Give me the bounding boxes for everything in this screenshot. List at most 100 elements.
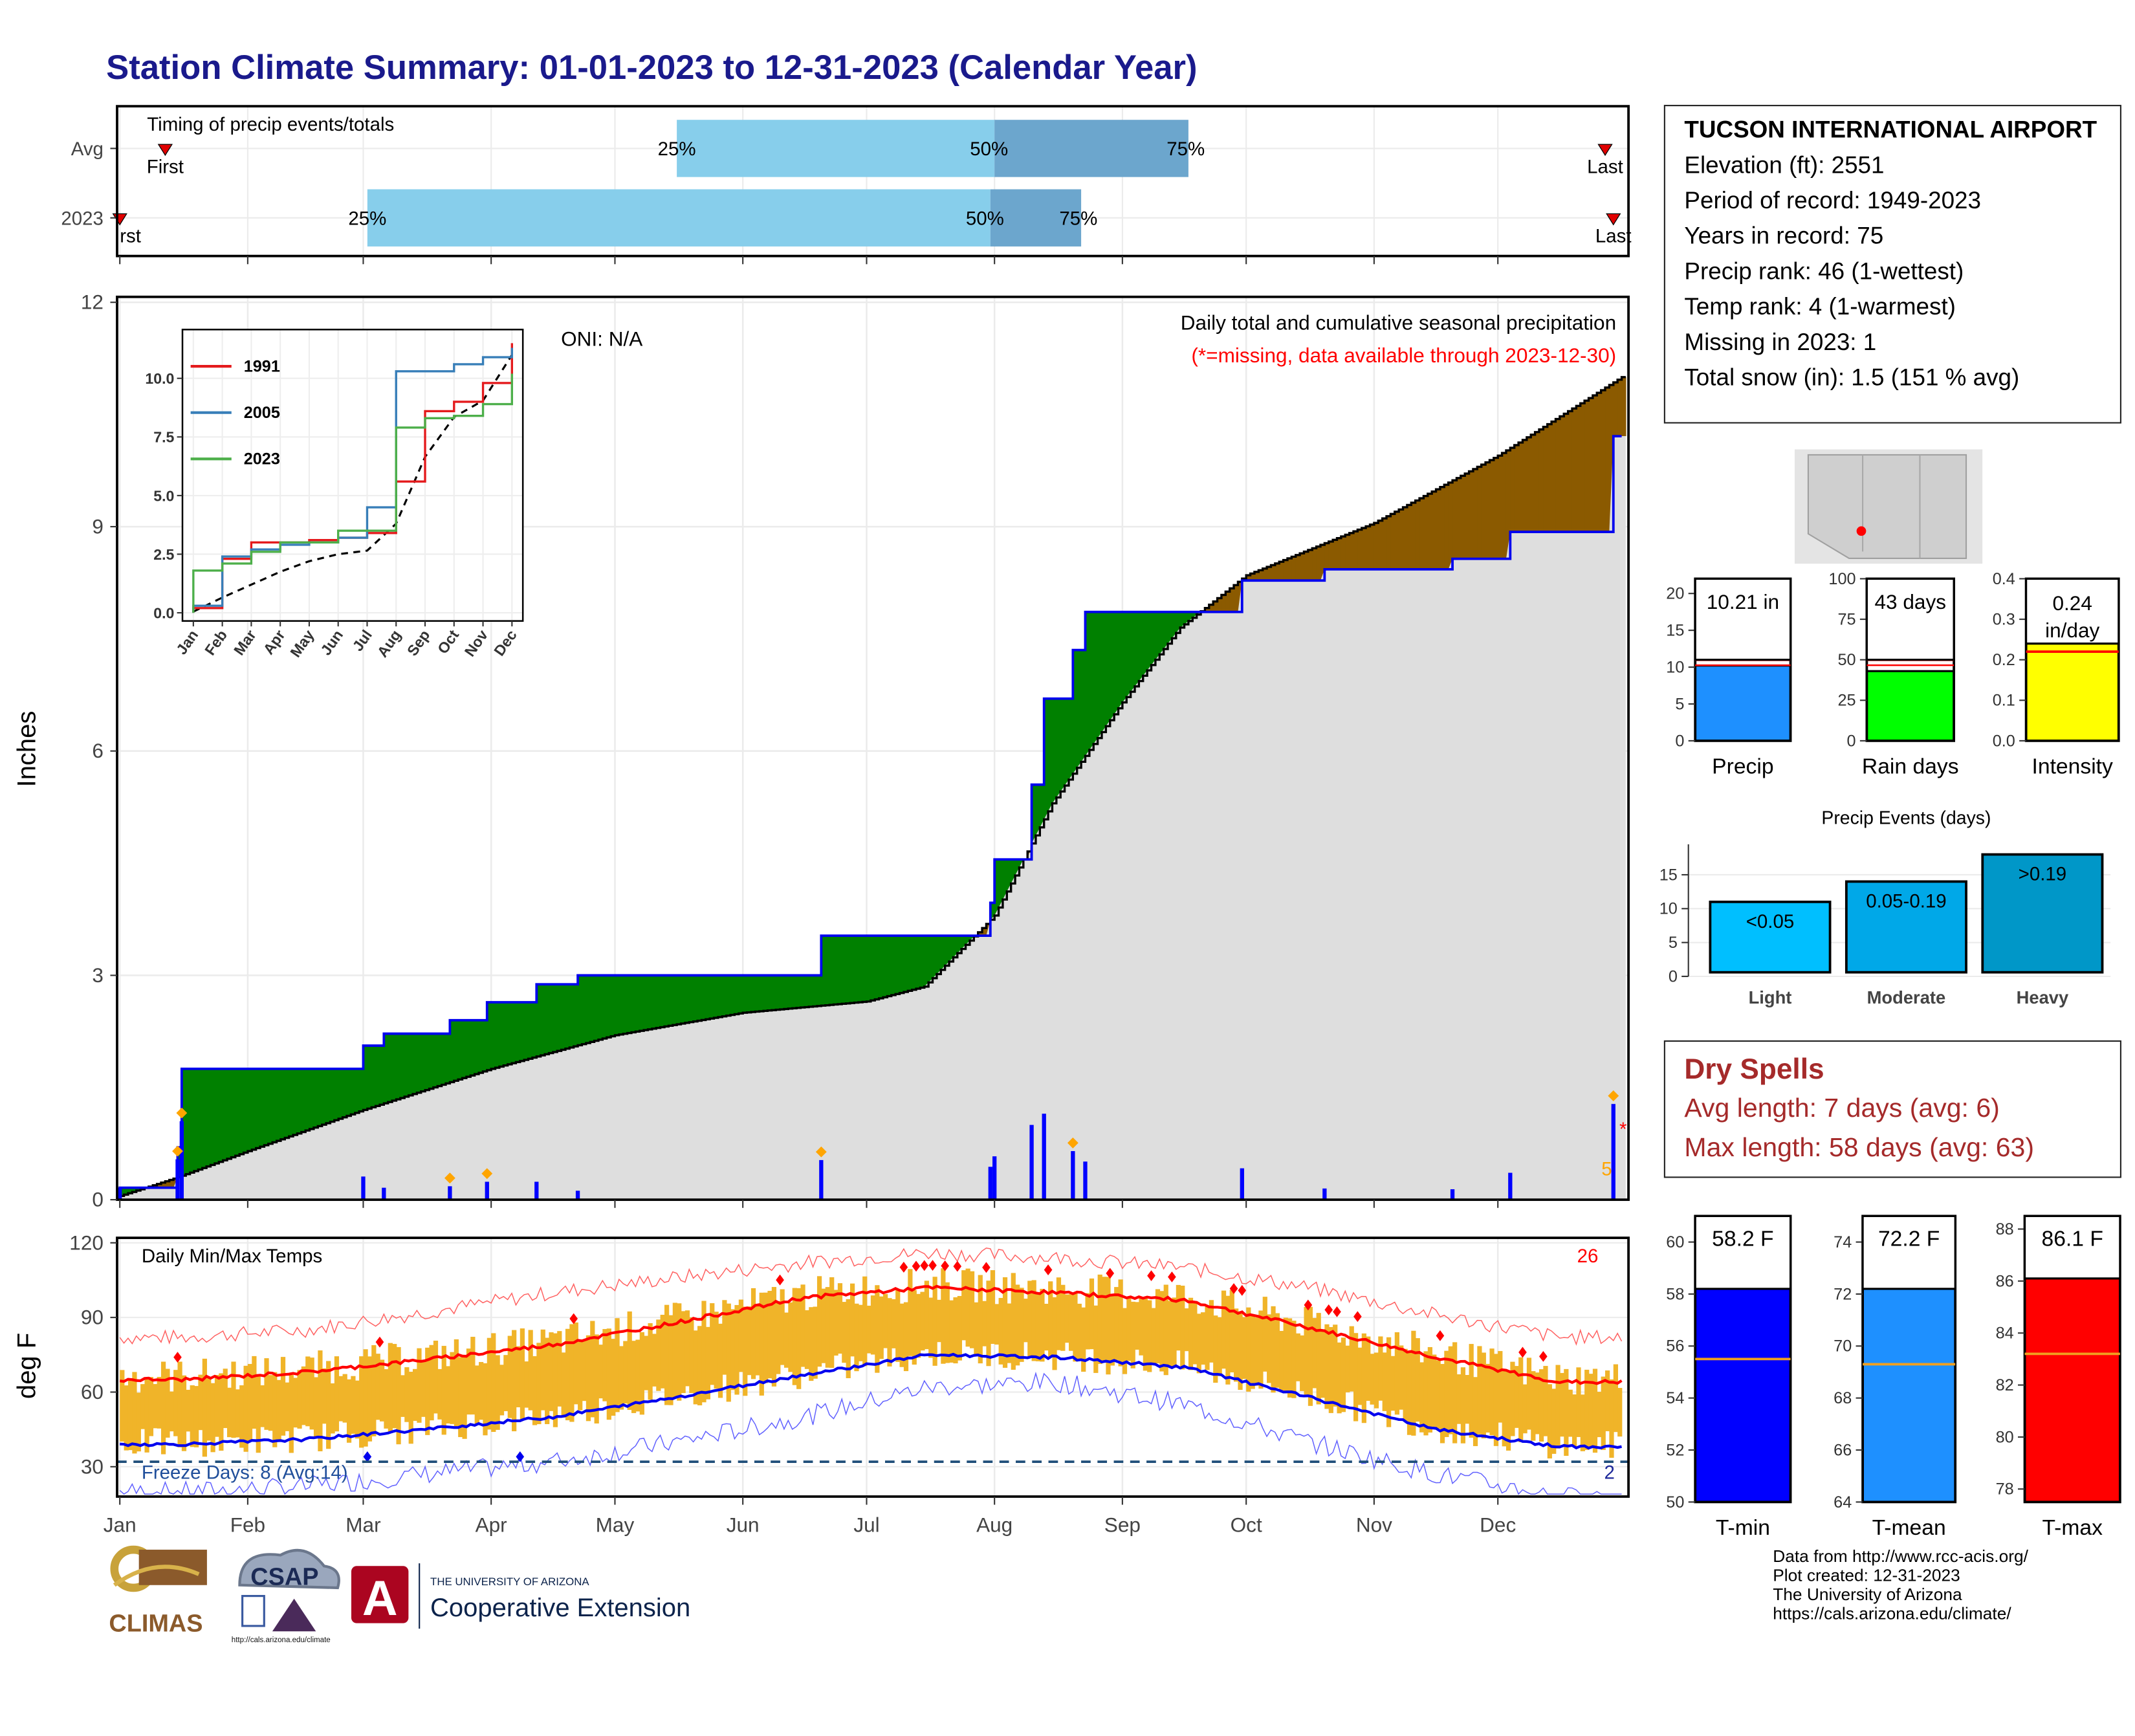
missing-text: Missing in 2023: 1: [1684, 324, 2101, 360]
dry-deficit-fill: [1576, 406, 1581, 532]
dry-deficit-fill: [1502, 453, 1507, 559]
gauge-value-bar: [1867, 671, 1954, 741]
daily-temp-bar: [1522, 1385, 1527, 1434]
wet-surplus-fill: [466, 1020, 471, 1077]
dry-deficit-fill: [1617, 380, 1622, 436]
daily-temp-bar: [829, 1277, 834, 1368]
dry-deficit-fill: [1522, 440, 1527, 532]
daily-temp-bar: [128, 1381, 133, 1450]
timing-last-label: Last: [1587, 156, 1623, 177]
csap-logo-text: CSAP: [250, 1564, 318, 1591]
daily-temp-bar: [1172, 1297, 1176, 1367]
wet-surplus-fill: [706, 975, 710, 1019]
daily-temp-bar: [793, 1288, 797, 1385]
gauge-value-label: 0.24: [2052, 591, 2092, 615]
daily-precip-bar: [1083, 1161, 1087, 1200]
wet-surplus-fill: [598, 975, 603, 1039]
daily-temp-bar: [1403, 1349, 1408, 1422]
daily-temp-bar: [1197, 1313, 1201, 1373]
wet-surplus-fill: [338, 1069, 343, 1119]
wet-surplus-fill: [920, 936, 925, 987]
ua-logo: A THE UNIVERSITY OF ARIZONA Cooperative …: [351, 1563, 690, 1629]
dry-deficit-fill: [1407, 505, 1412, 569]
daily-temp-bar: [132, 1372, 137, 1453]
wet-surplus-fill: [829, 936, 834, 1005]
wet-surplus-fill: [842, 936, 846, 1004]
wet-surplus-fill: [928, 936, 933, 982]
daily-temp-bar: [1601, 1377, 1606, 1450]
daily-temp-bar: [1428, 1347, 1432, 1433]
daily-temp-bar: [928, 1297, 933, 1357]
daily-temp-bar: [1386, 1337, 1391, 1427]
daily-temp-bar: [1275, 1313, 1280, 1388]
daily-temp-bar: [454, 1339, 459, 1426]
inset-y-tick-label: 7.5: [153, 429, 174, 446]
daily-precip-bar: [361, 1176, 365, 1200]
daily-temp-bar: [1489, 1348, 1494, 1435]
temp-rank-text: Temp rank: 4 (1-warmest): [1684, 289, 2101, 324]
wet-surplus-fill: [227, 1069, 232, 1159]
daily-temp-bar: [1015, 1284, 1020, 1365]
daily-temp-bar: [1209, 1300, 1214, 1363]
daily-precip-bar: [1029, 1125, 1033, 1200]
daily-temp-bar: [722, 1300, 727, 1374]
dry-deficit-fill: [1444, 485, 1449, 569]
dry-max-length: Max length: 58 days (avg: 63): [1684, 1129, 2101, 1169]
wet-surplus-fill: [681, 975, 686, 1024]
daily-temp-bar: [656, 1319, 661, 1390]
wet-surplus-fill: [838, 936, 842, 1004]
timing-row-label: Avg: [71, 138, 104, 160]
daily-temp-bar: [512, 1330, 516, 1431]
daily-temp-bar: [1320, 1331, 1325, 1398]
month-axis-label: Dec: [1480, 1513, 1516, 1537]
gauge-value-label: 86.1 F: [2041, 1227, 2103, 1251]
inset-legend-label: 1991: [244, 358, 280, 376]
wet-surplus-fill: [301, 1069, 306, 1132]
daily-temp-bar: [916, 1294, 921, 1358]
wet-surplus-fill: [912, 936, 917, 990]
wet-surplus-fill: [628, 975, 632, 1033]
month-axis-label: May: [596, 1513, 635, 1537]
dry-deficit-fill: [1568, 411, 1573, 532]
daily-temp-bar: [1502, 1370, 1507, 1446]
wet-surplus-fill: [409, 1034, 413, 1095]
dry-deficit-fill: [1469, 471, 1474, 558]
daily-temp-bar: [392, 1344, 397, 1428]
events-category-label: Light: [1749, 987, 1792, 1007]
csap-logo: CSAP http://cals.arizona.edu/climate: [232, 1550, 339, 1644]
daily-temp-bar: [635, 1339, 640, 1411]
daily-temp-bar: [854, 1304, 859, 1371]
daily-precip-bar: [1612, 1104, 1615, 1200]
wet-surplus-fill: [722, 975, 727, 1016]
wet-surplus-fill: [1048, 699, 1053, 811]
daily-temp-bar: [194, 1386, 199, 1447]
dry-deficit-fill: [1515, 445, 1519, 532]
daily-precip-bar: [534, 1181, 538, 1200]
precip-panel-title: Daily total and cumulative seasonal prec…: [1181, 311, 1616, 334]
daily-temp-bar: [1081, 1308, 1086, 1372]
daily-temp-bar: [1345, 1346, 1350, 1392]
dry-deficit-fill: [1555, 419, 1560, 533]
dry-deficit-fill: [1436, 489, 1441, 569]
daily-temp-bar: [1456, 1374, 1461, 1424]
daily-temp-bar: [231, 1361, 235, 1438]
precip-y-axis-title: Inches: [13, 711, 41, 787]
wet-surplus-fill: [809, 975, 813, 1007]
daily-temp-bar: [1234, 1308, 1238, 1381]
dry-deficit-fill: [1432, 492, 1436, 569]
daily-temp-bar: [314, 1377, 318, 1436]
month-axis-label: Jul: [853, 1513, 879, 1537]
wet-surplus-fill: [186, 1069, 190, 1174]
dry-deficit-fill: [1597, 393, 1601, 532]
wet-surplus-fill: [631, 975, 636, 1032]
daily-temp-bar: [475, 1365, 479, 1424]
dry-deficit-fill: [1489, 460, 1494, 559]
wet-surplus-fill: [483, 1020, 487, 1071]
dry-deficit-fill: [1374, 523, 1379, 569]
daily-temp-bar: [1135, 1302, 1139, 1350]
daily-temp-bar: [277, 1380, 281, 1442]
daily-temp-bar: [198, 1375, 203, 1431]
wet-surplus-fill: [1081, 650, 1086, 762]
gauge-value-bar: [2026, 644, 2119, 741]
wet-surplus-fill: [673, 975, 677, 1025]
